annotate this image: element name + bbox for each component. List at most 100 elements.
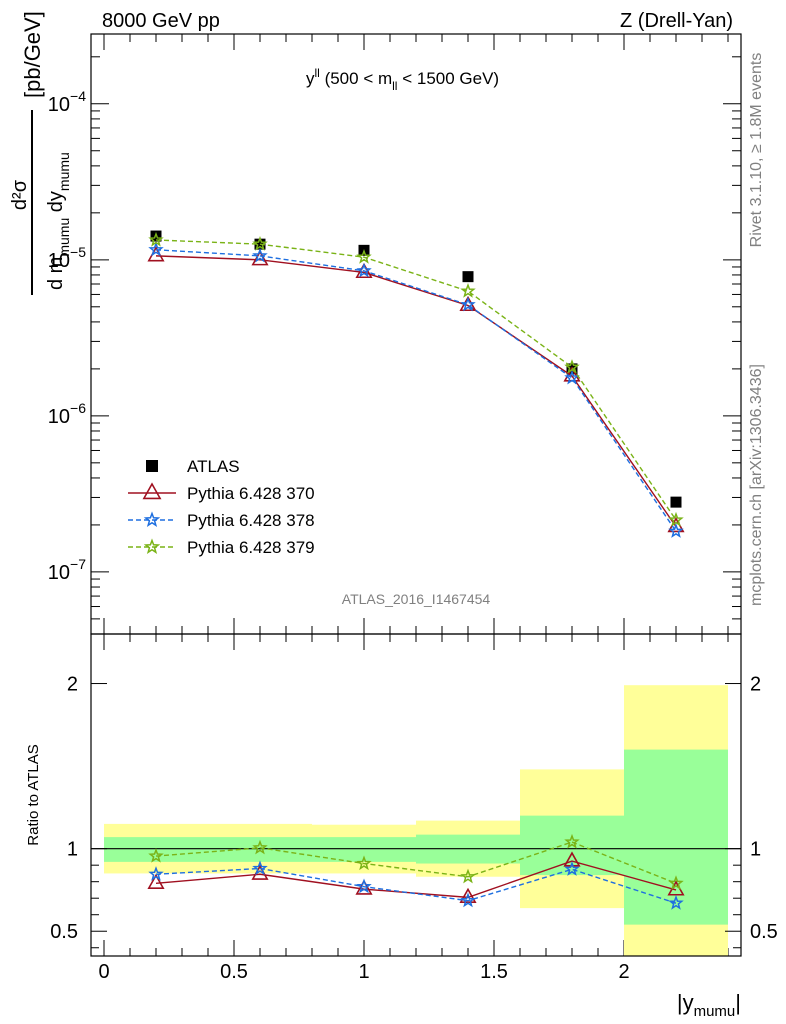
ratio-xtick-label: 1 bbox=[358, 961, 369, 983]
ylabel-den-sub1: mumu bbox=[56, 218, 72, 257]
legend-label: ATLAS bbox=[187, 457, 240, 476]
main-ytick-label: 10−7 bbox=[48, 556, 86, 584]
ytick-exp: −6 bbox=[70, 400, 86, 416]
ratio-ytick-label-right: 2 bbox=[750, 674, 761, 696]
main-series-2-line bbox=[155, 249, 677, 532]
ratio-series-2-line bbox=[155, 841, 677, 884]
ylabel-den-dm: d m bbox=[45, 257, 67, 290]
main-series-3-point bbox=[148, 231, 164, 247]
ratio-ytick-label-right: 1 bbox=[750, 839, 761, 861]
main-series-3-point bbox=[252, 236, 268, 251]
ylabel-numerator: d²σ bbox=[9, 179, 31, 210]
main-series-2-point bbox=[356, 262, 372, 278]
ratio-series-0-point bbox=[355, 879, 373, 895]
ratio-series-2-point bbox=[668, 875, 684, 890]
legend-entry: Pythia 6.428 370 bbox=[128, 482, 315, 503]
ratio-series-1-point bbox=[148, 866, 164, 881]
ratio-plot-border bbox=[90, 633, 742, 957]
title-sub: ll bbox=[392, 79, 397, 93]
ratio-series-0-line bbox=[155, 860, 677, 899]
legend-label: Pythia 6.428 378 bbox=[187, 511, 315, 530]
legend-entry: Pythia 6.428 378 bbox=[128, 511, 315, 530]
main-ytick-label: 10−5 bbox=[48, 244, 86, 272]
main-series-3-line bbox=[155, 239, 677, 521]
ratio-ytick-label-left: 2 bbox=[67, 674, 78, 696]
main-series-2-point bbox=[148, 241, 164, 257]
ratio-series-2-point bbox=[148, 847, 164, 863]
main-series-0-point bbox=[462, 271, 474, 283]
mcplots-label: mcplots.cern.ch [arXiv:1306.3436] bbox=[748, 364, 765, 606]
ratio-series-2 bbox=[148, 833, 684, 890]
main-series-2-point bbox=[460, 296, 476, 312]
title-sup: ll bbox=[315, 66, 320, 80]
ratio-ytick-label-left: 1 bbox=[67, 839, 78, 861]
rivet-label: Rivet 3.1.10, ≥ 1.8M events bbox=[748, 53, 765, 248]
ratio-series-0 bbox=[147, 851, 685, 903]
ratio-series-1-point bbox=[356, 878, 372, 894]
header-left: 8000 GeV pp bbox=[102, 10, 220, 32]
ratio-ylabel: Ratio to ATLAS bbox=[25, 744, 42, 845]
main-series-2-point bbox=[252, 247, 268, 263]
ratio-series-1-point bbox=[252, 860, 268, 876]
ytick-base: 10 bbox=[48, 562, 70, 584]
main-series-3-point bbox=[460, 282, 476, 298]
main-series-3 bbox=[148, 231, 684, 527]
header-right: Z (Drell-Yan) bbox=[620, 10, 733, 32]
ytick-exp: −5 bbox=[70, 244, 86, 260]
main-series-layer bbox=[147, 230, 685, 538]
main-series-3-point bbox=[356, 249, 372, 264]
main-series-2-point bbox=[668, 523, 684, 538]
legend-marker bbox=[142, 482, 162, 500]
ratio-series-layer bbox=[147, 833, 685, 910]
xlabel-sub: mumu bbox=[694, 1003, 736, 1020]
ratio-xtick-label: 0.5 bbox=[220, 961, 248, 983]
main-series-0-point bbox=[670, 496, 682, 508]
ratio-series-0-point bbox=[459, 887, 477, 903]
ratio-xtick-label: 0 bbox=[98, 961, 109, 983]
legend-marker bbox=[146, 460, 158, 472]
ytick-exp: −4 bbox=[70, 88, 86, 104]
ratio-ytick-label-left: 0.5 bbox=[50, 921, 78, 943]
ratio-series-2-point bbox=[252, 839, 268, 855]
main-series-3-point bbox=[564, 359, 580, 374]
ratio-series-0-point bbox=[563, 851, 581, 867]
xlabel-open: |y bbox=[677, 990, 694, 1015]
ratio-series-0-point bbox=[147, 873, 165, 889]
ratio-axes: 0.5 0.5 1 1 2 2 0 0.5 1 1.5 2 bbox=[50, 674, 778, 983]
ylabel-den-dy: dy bbox=[45, 191, 67, 218]
main-ytick-label: 10−4 bbox=[48, 88, 86, 116]
main-series-1-line bbox=[155, 255, 677, 528]
title-y: y bbox=[306, 69, 315, 88]
legend: ATLAS Pythia 6.428 370 Pythia 6.428 378 Pyt… bbox=[128, 457, 315, 557]
ratio-bands bbox=[91, 685, 741, 956]
ratio-xtick-label: 1.5 bbox=[480, 961, 508, 983]
legend-entry: ATLAS bbox=[146, 457, 240, 476]
ratio-series-1-point bbox=[460, 892, 476, 908]
legend-marker bbox=[143, 511, 161, 527]
main-ytick-label: 10−6 bbox=[48, 400, 86, 428]
ylabel-denominator: d mmumu dymumu bbox=[45, 152, 72, 290]
ratio-xtick-label: 2 bbox=[618, 961, 629, 983]
ratio-series-1-line bbox=[155, 867, 677, 904]
ratio-xlabel: |ymumu| bbox=[677, 990, 741, 1020]
main-title: yll (500 < mll < 1500 GeV) bbox=[306, 66, 499, 93]
ratio-series-1-point bbox=[668, 895, 684, 910]
title-range: (500 < m bbox=[320, 69, 392, 88]
main-series-2-point bbox=[564, 369, 580, 385]
ytick-base: 10 bbox=[48, 406, 70, 428]
main-series-3-point bbox=[668, 511, 684, 527]
ylabel-unit: [pb/GeV] bbox=[20, 11, 45, 98]
ylabel-den-sub2: mumu bbox=[56, 152, 72, 191]
ytick-base: 10 bbox=[48, 250, 70, 272]
xlabel-close: | bbox=[735, 990, 741, 1015]
ytick-exp: −7 bbox=[70, 556, 86, 572]
ratio-frame bbox=[90, 633, 742, 957]
ratio-series-2-point bbox=[356, 855, 372, 871]
legend-label: Pythia 6.428 379 bbox=[187, 538, 315, 557]
ratio-series-1 bbox=[148, 860, 684, 910]
main-ylabel: [pb/GeV] d²σ d mmumu dymumu bbox=[9, 11, 72, 295]
main-series-2 bbox=[148, 241, 684, 538]
legend-label: Pythia 6.428 370 bbox=[187, 484, 315, 503]
ratio-series-2-point bbox=[564, 833, 580, 849]
